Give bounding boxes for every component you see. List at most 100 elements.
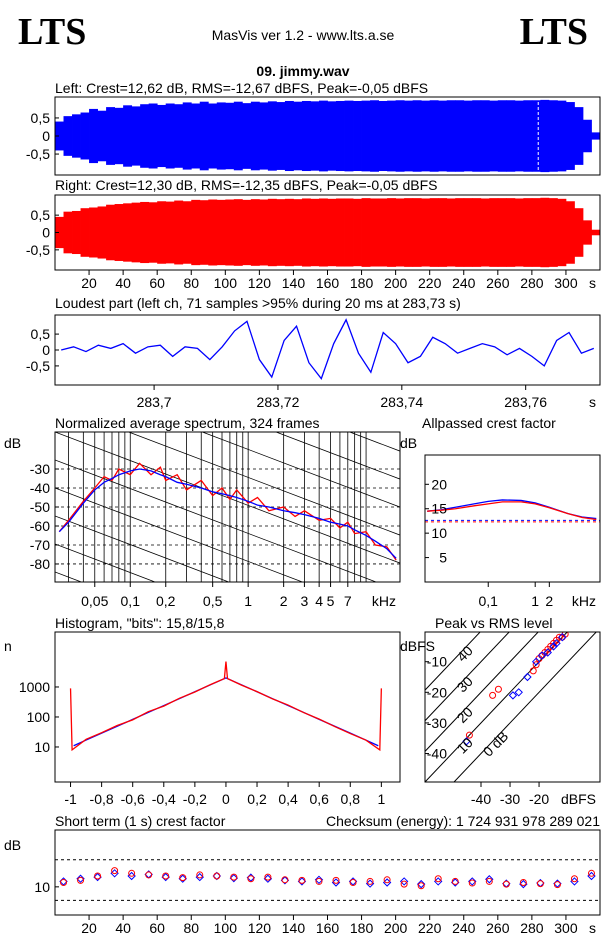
waveform-segment (438, 100, 448, 172)
x-tick-label: -0,8 (90, 791, 114, 807)
waveform-segment (344, 100, 354, 172)
waveform-segment (310, 101, 320, 171)
x-tick-label: 3 (301, 593, 309, 609)
x-tick-label: 260 (486, 275, 510, 291)
waveform-segment (165, 201, 175, 264)
waveform-segment (446, 100, 456, 172)
waveform-segment (182, 201, 192, 264)
x-tick-label: 1 (377, 791, 385, 807)
x-tick-label: 240 (452, 275, 476, 291)
waveform-segment (216, 102, 226, 170)
waveform-segment (472, 100, 482, 172)
waveform-segment (318, 100, 328, 172)
waveform-segment (591, 229, 600, 236)
panel-title: Left: Crest=12,62 dB, RMS=-12,67 dBFS, P… (55, 80, 428, 96)
waveform-segment (497, 198, 507, 267)
x-tick-label: 0,8 (341, 791, 361, 807)
waveform-segment (55, 121, 64, 151)
x-tick-label: 100 (214, 275, 238, 291)
point (485, 877, 493, 885)
slope-line (127, 432, 400, 536)
point (400, 880, 408, 888)
waveform-segment (378, 198, 388, 267)
y-tick-label: 0,5 (31, 110, 51, 126)
waveform-segment (412, 100, 422, 172)
point (280, 876, 290, 885)
panel: Left: Crest=12,62 dB, RMS=-12,67 dBFS, P… (26, 80, 601, 176)
point (543, 648, 552, 657)
waveform-segment (310, 198, 320, 267)
point (111, 867, 119, 875)
waveform-segment (250, 199, 260, 266)
x-tick-label: 0 (222, 791, 230, 807)
x-tick-label: 0,5 (203, 593, 223, 609)
logo-left: LTS (18, 11, 86, 53)
x-tick-label: 140 (282, 275, 306, 291)
x-tick-label: 160 (316, 275, 340, 291)
point (332, 876, 340, 884)
crest-line (425, 632, 568, 782)
waveform-segment (242, 103, 252, 169)
waveform-segment (421, 198, 431, 267)
y-tick-label: -0,5 (26, 358, 50, 374)
waveform-segment (276, 199, 286, 266)
point (195, 872, 204, 882)
y-tick-label: 0 (42, 225, 50, 241)
waveform-segment (370, 100, 379, 172)
plot-area (69, 661, 382, 752)
x-tick-label: 300 (554, 920, 578, 936)
x-tick-label: -40 (471, 791, 491, 807)
x-tick-label: 4 (315, 593, 323, 609)
point (315, 877, 323, 885)
x-tick-label: 0,1 (479, 593, 499, 609)
waveform-segment (429, 100, 439, 172)
point (213, 872, 221, 880)
y-tick-label: 20 (431, 476, 447, 492)
point (462, 737, 471, 746)
frame (54, 829, 601, 916)
waveform-segment (514, 198, 524, 267)
waveform-segment (531, 198, 541, 267)
plot-area (55, 97, 600, 175)
x-tick-label: 300 (554, 275, 578, 291)
waveform-segment (208, 199, 218, 266)
point (532, 661, 540, 669)
x-tick-label: 40 (115, 275, 131, 291)
x-tick-label: 60 (149, 275, 165, 291)
waveform-segment (233, 101, 243, 171)
panel: Loudest part (left ch, 71 samples >95% d… (26, 295, 601, 410)
waveform-segment (421, 100, 431, 172)
panel-title: Right: Crest=12,30 dB, RMS=-12,35 dBFS, … (55, 177, 437, 193)
plot-area (425, 499, 600, 523)
x-tick-label: 180 (350, 275, 374, 291)
y-tick-label: -60 (30, 518, 50, 534)
x-tick-label: 240 (452, 920, 476, 936)
waveform-segment (97, 206, 107, 259)
logo-right: LTS (520, 11, 588, 53)
point (587, 869, 595, 877)
waveform-segment (463, 198, 473, 267)
waveform-segment (472, 198, 482, 267)
y-tick-label: 10 (34, 879, 50, 895)
point (489, 691, 497, 699)
x-axis-label: s (589, 394, 596, 410)
waveform-segment (489, 198, 499, 267)
x-axis-label: kHz (572, 593, 596, 609)
waveform-segment (463, 100, 473, 172)
waveform-segment (182, 102, 192, 170)
waveform-segment (540, 99, 550, 173)
waveform-segment (591, 132, 600, 140)
y-tick-label: 10 (431, 525, 447, 541)
point (349, 879, 357, 887)
y-axis-label: n (4, 638, 12, 654)
y-tick-label: 100 (27, 709, 51, 725)
x-tick-label: 1 (244, 593, 252, 609)
waveform-segment (387, 100, 397, 172)
waveform-segment (523, 198, 533, 267)
x-tick-label: 200 (384, 920, 408, 936)
x-tick-label: 180 (350, 920, 374, 936)
y-tick-label: 1000 (19, 679, 50, 695)
waveform-segment (80, 208, 90, 257)
